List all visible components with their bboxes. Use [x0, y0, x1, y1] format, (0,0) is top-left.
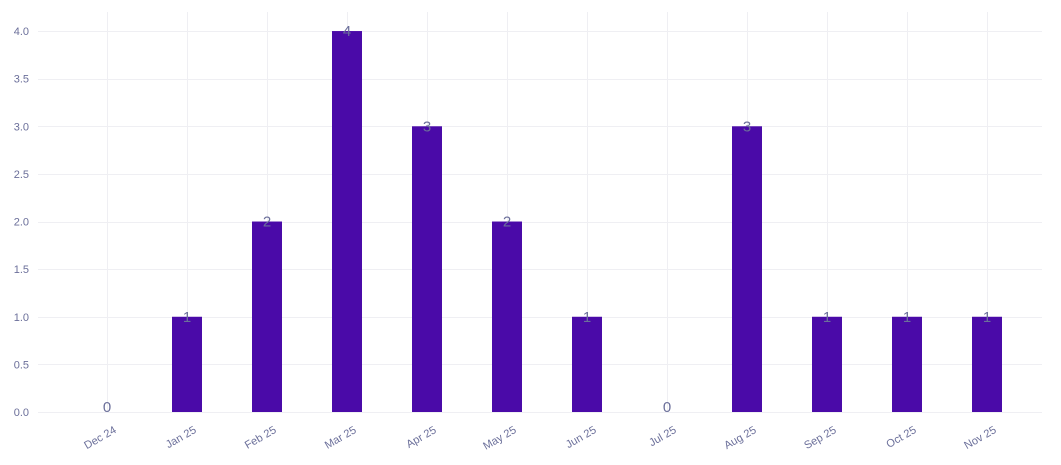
bar[interactable] — [332, 31, 362, 413]
bar[interactable] — [252, 221, 282, 412]
data-label: 1 — [823, 309, 831, 326]
data-label: 0 — [103, 399, 111, 416]
y-tick-label: 4.0 — [14, 26, 29, 38]
bar[interactable] — [172, 316, 202, 412]
y-tick-label: 3.5 — [14, 74, 29, 86]
data-label: 3 — [423, 118, 431, 135]
x-tick-label: Sep 25 — [802, 424, 838, 452]
y-tick-label: 2.0 — [14, 217, 29, 229]
data-label: 2 — [503, 214, 511, 231]
y-tick-label: 1.5 — [14, 264, 29, 276]
y-tick-label: 0.0 — [14, 407, 29, 419]
x-tick-label: Feb 25 — [243, 424, 279, 452]
bars — [172, 31, 1002, 413]
data-labels: 0 1 2 4 3 2 1 0 3 1 1 1 — [103, 23, 991, 416]
x-tick-label: Jul 25 — [647, 424, 678, 449]
y-tick-label: 2.5 — [14, 169, 29, 181]
data-label: 1 — [183, 309, 191, 326]
x-tick-label: Jan 25 — [164, 424, 199, 451]
data-label: 1 — [983, 309, 991, 326]
x-tick-label: May 25 — [481, 424, 518, 452]
data-label: 4 — [343, 23, 351, 40]
data-label: 2 — [263, 214, 271, 231]
y-tick-label: 1.0 — [14, 312, 29, 324]
data-label: 1 — [583, 309, 591, 326]
bar[interactable] — [492, 221, 522, 412]
data-label: 0 — [663, 399, 671, 416]
x-tick-label: Oct 25 — [884, 424, 918, 451]
x-tick-label: Mar 25 — [323, 424, 359, 452]
bar[interactable] — [732, 126, 762, 413]
x-tick-label: Nov 25 — [962, 424, 998, 452]
bar[interactable] — [572, 316, 602, 412]
y-tick-label: 0.5 — [14, 359, 29, 371]
bar[interactable] — [972, 316, 1002, 412]
x-axis: Dec 24 Jan 25 Feb 25 Mar 25 Apr 25 May 25 Jun … — [82, 424, 998, 452]
bar[interactable] — [892, 316, 922, 412]
x-tick-label: Jun 25 — [564, 424, 599, 451]
y-axis: 0.0 0.5 1.0 1.5 2.0 2.5 3.0 3.5 4.0 — [14, 26, 29, 419]
y-tick-label: 3.0 — [14, 121, 29, 133]
x-tick-label: Aug 25 — [722, 424, 758, 452]
x-tick-label: Apr 25 — [404, 424, 438, 451]
data-label: 1 — [903, 309, 911, 326]
x-tick-label: Dec 24 — [82, 424, 118, 452]
data-label: 3 — [743, 118, 751, 135]
bar[interactable] — [412, 126, 442, 413]
bar[interactable] — [812, 316, 842, 412]
